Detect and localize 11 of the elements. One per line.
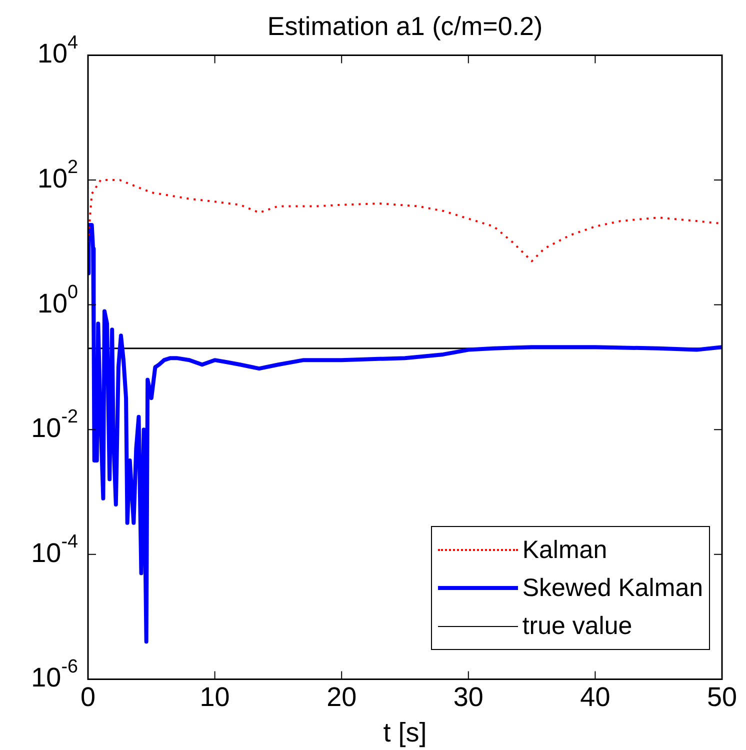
- x-tick-label: 50: [706, 682, 738, 712]
- legend-label: true value: [522, 612, 632, 640]
- x-tick-label: 20: [326, 682, 357, 712]
- legend-label: Kalman: [522, 536, 608, 564]
- x-tick-label: 30: [453, 682, 484, 712]
- x-tick-label: 40: [580, 682, 610, 712]
- chart-title: Estimation a1 (c/m=0.2): [267, 10, 543, 41]
- x-axis-title: t [s]: [383, 717, 427, 748]
- legend-label: Skewed Kalman: [522, 574, 703, 602]
- x-tick-label: 10: [200, 682, 230, 712]
- x-tick-label: 0: [80, 682, 96, 712]
